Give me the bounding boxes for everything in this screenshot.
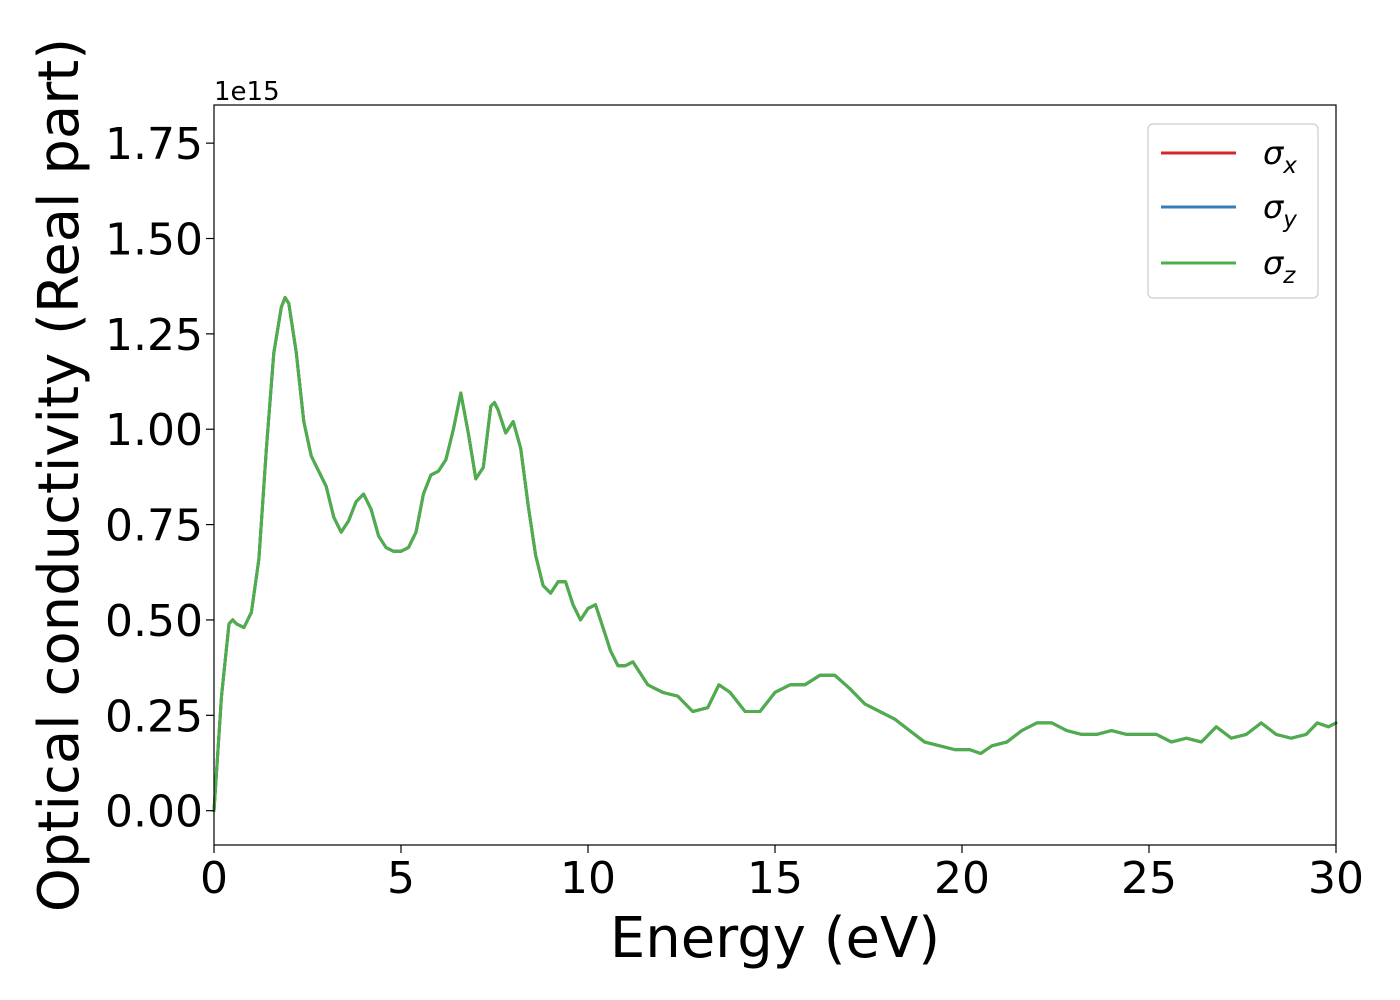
y-tick-label: 1.00	[105, 405, 203, 456]
y-tick-label: 1.75	[105, 119, 203, 170]
x-axis-label: Energy (eV)	[610, 906, 940, 971]
series-layer	[212, 296, 1338, 813]
y-tick-label: 0.00	[105, 787, 203, 838]
y-axis-label: Optical conductivity (Real part)	[27, 38, 92, 912]
x-tick-label: 15	[747, 853, 803, 904]
x-tick-label: 25	[1121, 853, 1177, 904]
y-tick-label: 0.75	[105, 501, 203, 552]
series-line-x	[212, 296, 1338, 813]
x-tick-label: 0	[200, 853, 228, 904]
y-offset-label: 1e15	[214, 77, 280, 107]
series-line-y	[212, 296, 1338, 813]
y-tick-label: 1.50	[105, 215, 203, 266]
y-tick-label: 0.25	[105, 691, 203, 742]
legend-box	[1147, 123, 1319, 299]
x-tick-label: 10	[560, 853, 616, 904]
y-tick-label: 0.50	[105, 596, 203, 647]
x-axis-ticks: 0 5 10 15 20 25 30	[200, 845, 1364, 904]
y-tick-label: 1.25	[105, 310, 203, 361]
series-line-z	[212, 296, 1338, 813]
y-axis-ticks: 0.00 0.25 0.50 0.75 1.00 1.25 1.50 1.75	[105, 119, 214, 838]
x-tick-label: 20	[934, 853, 990, 904]
x-tick-label: 5	[387, 853, 415, 904]
x-tick-label: 30	[1308, 853, 1364, 904]
